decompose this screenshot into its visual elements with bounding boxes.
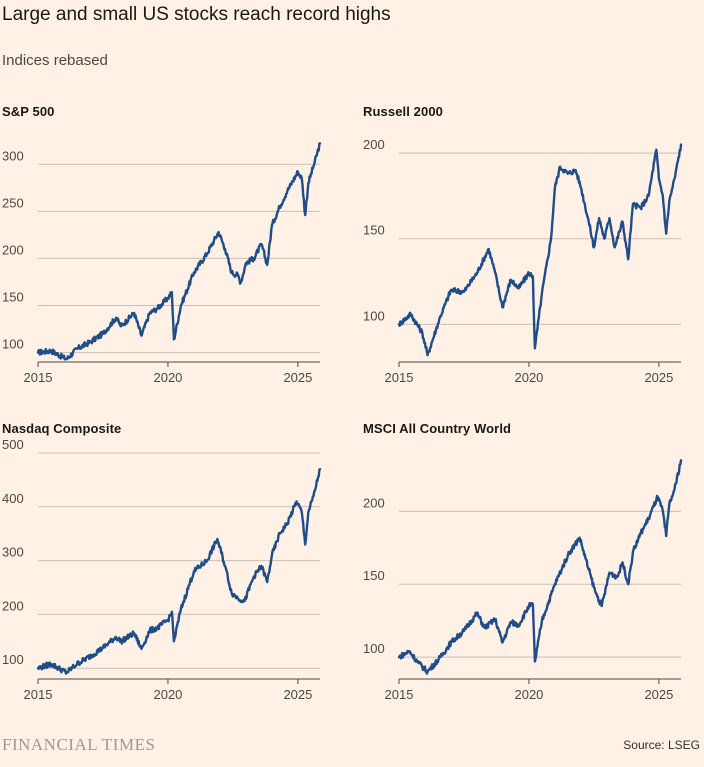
y-tick-label: 300 [2, 148, 24, 163]
panel-title: S&P 500 [2, 104, 55, 119]
chart-title: Large and small US stocks reach record h… [2, 4, 391, 25]
ft-logo: FINANCIAL TIMES [2, 735, 156, 754]
panel-russell-2000: Russell 2000 100 150 200 2015 2020 2025 [363, 104, 703, 424]
chart-nasdaq-composite: 100 200 300 400 500 2015 2020 2025 [2, 437, 322, 702]
x-tick-label: 2020 [514, 370, 543, 385]
y-tick-label: 150 [363, 223, 385, 238]
panel-title: MSCI All Country World [363, 421, 512, 436]
x-tick-label: 2015 [385, 370, 414, 385]
chart-msci-acwi: 100 150 200 2015 2020 2025 [363, 459, 683, 702]
x-tick-label: 2025 [283, 687, 312, 702]
panel-title: Russell 2000 [363, 104, 443, 119]
x-tick-label: 2020 [153, 687, 182, 702]
y-tick-label: 100 [2, 652, 24, 667]
x-tick-label: 2025 [644, 370, 673, 385]
chart-sp500: 100 150 200 250 300 2015 2020 2025 [2, 142, 322, 385]
x-tick-label: 2025 [644, 687, 673, 702]
y-tick-label: 200 [363, 137, 385, 152]
y-tick-label: 150 [363, 568, 385, 583]
y-tick-label: 400 [2, 491, 24, 506]
x-tick-label: 2025 [283, 370, 312, 385]
source-note: Source: LSEG [623, 738, 700, 752]
x-tick-label: 2020 [153, 370, 182, 385]
series-line [397, 143, 683, 357]
panel-title: Nasdaq Composite [2, 421, 122, 436]
series-line [36, 142, 322, 361]
chart-subtitle: Indices rebased [2, 52, 108, 69]
x-tick-label: 2020 [514, 687, 543, 702]
panel-nasdaq-composite: Nasdaq Composite 100 200 300 400 500 2015 2020… [2, 421, 342, 741]
y-tick-label: 200 [2, 598, 24, 613]
chart-russell-2000: 100 150 200 2015 2020 2025 [363, 137, 683, 385]
panel-sp500: S&P 500 100 150 200 250 300 2015 2020 2025 [2, 104, 342, 424]
y-tick-label: 500 [2, 437, 24, 452]
y-tick-label: 200 [2, 242, 24, 257]
y-tick-label: 100 [363, 308, 385, 323]
y-tick-label: 100 [2, 337, 24, 352]
y-tick-label: 100 [363, 641, 385, 656]
x-tick-label: 2015 [385, 687, 414, 702]
x-tick-label: 2015 [24, 687, 53, 702]
y-tick-label: 200 [363, 495, 385, 510]
panel-msci-acwi: MSCI All Country World 100 150 200 2015 2020… [363, 421, 703, 741]
y-tick-label: 300 [2, 545, 24, 560]
y-tick-label: 250 [2, 195, 24, 210]
x-tick-label: 2015 [24, 370, 53, 385]
series-line [36, 467, 322, 675]
series-line [397, 459, 683, 675]
y-tick-label: 150 [2, 290, 24, 305]
